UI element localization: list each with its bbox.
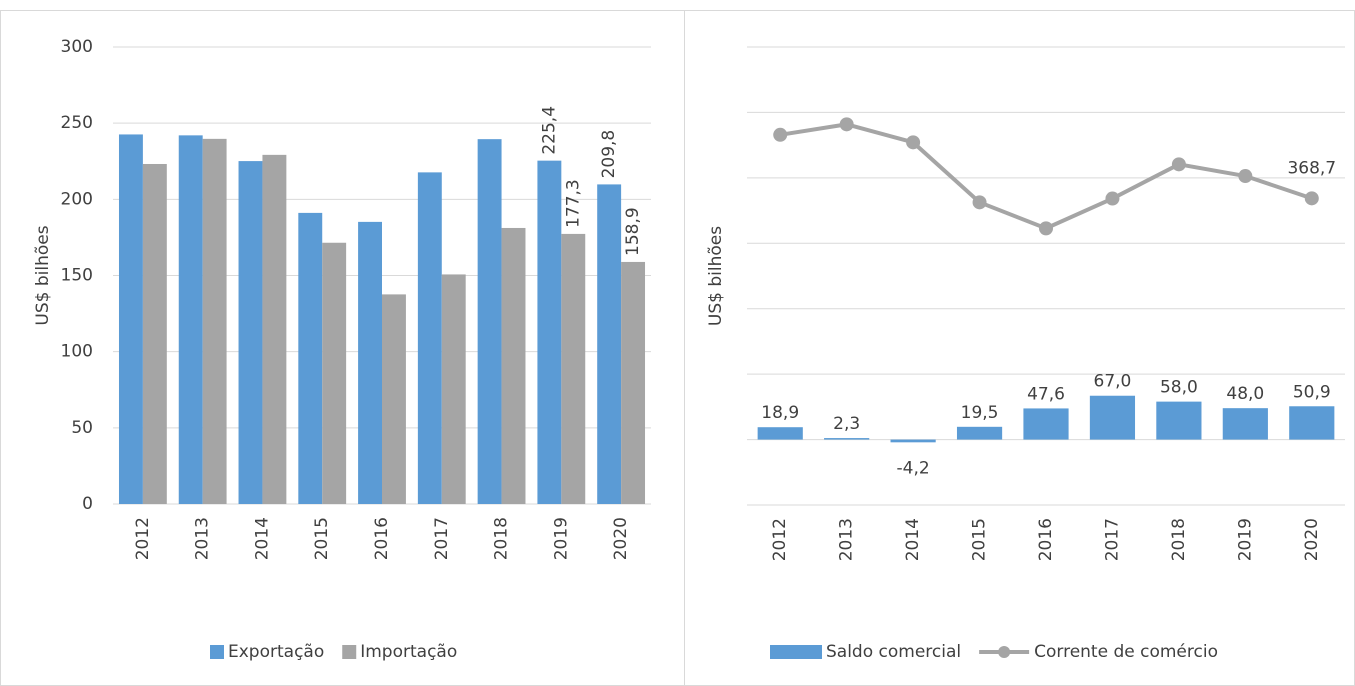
- value-label: 48,0: [1226, 384, 1264, 404]
- bar: [358, 221, 382, 504]
- bar: [537, 160, 562, 504]
- legend-swatch: [342, 645, 357, 659]
- line-marker: [1105, 191, 1120, 206]
- legend-marker: [998, 646, 1011, 658]
- bar: [1156, 401, 1202, 440]
- bar: [1089, 395, 1136, 440]
- value-label: 19,5: [961, 403, 999, 423]
- y-axis-title: US$ bilhões: [33, 225, 53, 325]
- value-label: 50,9: [1293, 382, 1331, 402]
- bar: [382, 294, 406, 504]
- line-marker: [839, 117, 854, 132]
- value-label: 2,3: [833, 414, 860, 434]
- bar: [956, 426, 1003, 440]
- value-label: -4,2: [897, 458, 930, 478]
- bar: [477, 139, 502, 504]
- value-label: 67,0: [1094, 372, 1132, 392]
- x-tick-label: 2014: [903, 518, 923, 561]
- line-marker: [1304, 191, 1319, 206]
- x-tick-label: 2016: [1036, 518, 1056, 561]
- y-tick-label: 0: [82, 494, 93, 514]
- bar: [1289, 406, 1335, 440]
- bar: [597, 184, 622, 504]
- bar: [142, 163, 167, 504]
- line-marker: [972, 195, 987, 210]
- bar: [1023, 408, 1069, 440]
- bar: [561, 233, 586, 504]
- line-marker: [1171, 157, 1186, 172]
- y-axis-title: US$ bilhões: [706, 226, 726, 326]
- bar: [262, 154, 287, 505]
- y-tick-label: 250: [61, 113, 93, 133]
- x-tick-label: 2013: [837, 518, 857, 561]
- panel-frame: [684, 10, 1355, 686]
- value-label: 225,4: [539, 106, 559, 155]
- value-label: 47,6: [1027, 384, 1065, 404]
- value-label: 18,9: [761, 403, 799, 423]
- x-tick-label: 2014: [252, 517, 272, 560]
- legend-label: Importação: [360, 642, 457, 662]
- legend-label: Exportação: [228, 642, 324, 662]
- y-tick-label: 300: [61, 37, 93, 57]
- x-tick-label: 2015: [970, 518, 990, 561]
- value-label: 58,0: [1160, 378, 1198, 398]
- bar: [501, 227, 526, 505]
- x-tick-label: 2015: [312, 517, 332, 560]
- line-marker: [773, 127, 788, 142]
- bar: [238, 161, 263, 505]
- x-tick-label: 2020: [611, 517, 631, 560]
- x-tick-label: 2012: [133, 517, 153, 560]
- legend-label: Saldo comercial: [826, 642, 961, 662]
- y-tick-label: 150: [61, 266, 93, 286]
- bar: [757, 427, 803, 440]
- y-tick-label: 100: [61, 342, 93, 362]
- bar: [202, 138, 227, 504]
- line-marker: [1039, 221, 1053, 236]
- x-tick-label: 2016: [372, 517, 392, 560]
- bar: [441, 274, 466, 504]
- x-tick-label: 2020: [1302, 518, 1322, 561]
- x-tick-label: 2019: [551, 517, 571, 560]
- bar: [118, 134, 143, 504]
- x-tick-label: 2017: [1102, 518, 1122, 561]
- y-tick-label: 50: [71, 418, 93, 438]
- value-label: 368,7: [1287, 158, 1336, 178]
- y-tick-label: 200: [61, 189, 93, 209]
- bar: [417, 172, 442, 504]
- x-tick-label: 2012: [770, 518, 790, 561]
- value-label: 177,3: [563, 179, 583, 228]
- line-marker: [1238, 169, 1253, 184]
- value-label: 158,9: [623, 207, 643, 256]
- x-tick-label: 2019: [1235, 518, 1255, 561]
- value-label: 209,8: [599, 130, 619, 179]
- bar: [1222, 408, 1268, 440]
- bar: [178, 135, 203, 504]
- bar: [890, 439, 936, 443]
- bar: [322, 242, 347, 504]
- bar: [824, 438, 870, 440]
- x-tick-label: 2018: [1169, 518, 1189, 561]
- legend-label: Corrente de comércio: [1034, 642, 1218, 662]
- bar: [621, 261, 646, 504]
- legend-swatch: [210, 645, 224, 659]
- x-tick-label: 2017: [432, 517, 452, 560]
- line-marker: [906, 135, 921, 150]
- line: [779, 122, 1313, 231]
- x-tick-label: 2018: [492, 517, 512, 560]
- bar: [298, 212, 323, 505]
- x-tick-label: 2013: [193, 517, 213, 560]
- legend-swatch: [770, 645, 822, 659]
